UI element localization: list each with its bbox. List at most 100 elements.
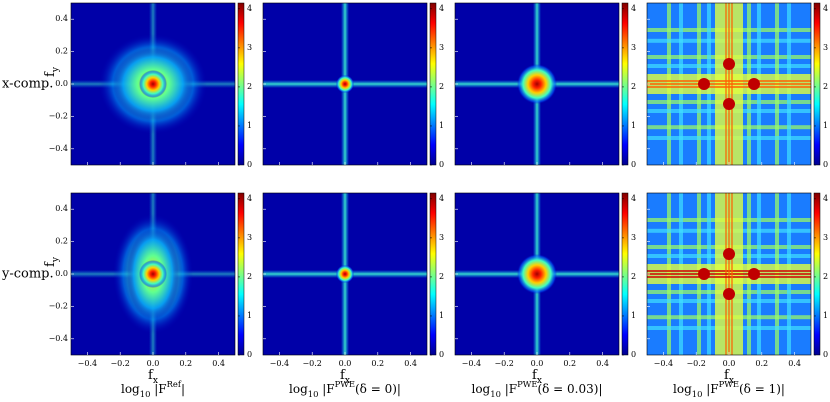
- text-part: (δ = 0)|: [355, 382, 401, 396]
- colorbar-tick-label: 4: [823, 4, 828, 13]
- text-part: (δ = 0.03)|: [537, 382, 602, 396]
- colorbar: [813, 192, 821, 356]
- colorbar-tick-label: 0: [439, 350, 444, 359]
- text-part: |: [181, 382, 185, 396]
- y-tick-label: 0.0: [55, 79, 68, 88]
- colorbar-tick-label: 3: [823, 233, 828, 242]
- y-tick-label: 0.2: [55, 47, 68, 56]
- heatmap: [263, 3, 427, 165]
- hot-spot: [723, 248, 735, 260]
- x-tick-label: 0.2: [755, 359, 768, 368]
- colorbar-tick-label: 2: [439, 82, 444, 91]
- core: [517, 254, 557, 294]
- colorbar-tick-label: 1: [247, 121, 252, 130]
- colorbar-tick-label: 3: [823, 43, 828, 52]
- text-part: log: [471, 382, 490, 396]
- colorbar-tick-label: 2: [823, 272, 828, 281]
- text-part: f: [43, 71, 58, 77]
- text-part: 10: [308, 389, 319, 399]
- text-part: PWE: [517, 379, 537, 389]
- core: [139, 70, 167, 98]
- colorbar: [429, 192, 437, 356]
- colorbar-tick-label: 3: [631, 43, 636, 52]
- x-tick-label: −0.4: [654, 359, 673, 368]
- colorbar: [237, 2, 245, 166]
- colorbar-tick-label: 0: [631, 160, 636, 169]
- text-part: x: [153, 376, 159, 386]
- text-part: f: [148, 368, 154, 383]
- y-axis-label: fy: [43, 66, 61, 77]
- x-tick-label: −0.2: [302, 359, 321, 368]
- colorbar-tick-label: 3: [247, 43, 252, 52]
- y-tick-label: 0.4: [55, 14, 68, 23]
- hot-spot: [723, 288, 735, 300]
- colorbar-tick-label: 3: [247, 233, 252, 242]
- text-part: |F: [318, 382, 334, 396]
- text-part: x: [345, 376, 351, 386]
- hot-spot: [723, 98, 735, 110]
- text-part: y: [51, 256, 61, 263]
- text-part: log: [121, 382, 140, 396]
- heatmap: [647, 3, 811, 165]
- hot-spot: [748, 78, 760, 90]
- text-part: f: [532, 368, 538, 383]
- colorbar-tick-label: 0: [631, 350, 636, 359]
- colorbar-tick-label: 4: [823, 194, 828, 203]
- colorbar-tick-label: 1: [247, 311, 252, 320]
- text-part: y: [51, 66, 61, 73]
- text-part: PWE: [335, 379, 355, 389]
- text-part: |F: [702, 382, 718, 396]
- x-axis-label: fx: [532, 368, 543, 386]
- colorbar: [429, 2, 437, 166]
- y-tick-label: −0.4: [49, 334, 68, 343]
- core: [139, 260, 167, 288]
- x-tick-label: 0.2: [371, 359, 384, 368]
- colorbar: [237, 192, 245, 356]
- heatmap: [263, 193, 427, 355]
- x-tick-label: −0.4: [462, 359, 481, 368]
- colorbar-tick-label: 3: [439, 43, 444, 52]
- colorbar-tick-label: 4: [247, 194, 252, 203]
- heatmap: [71, 193, 235, 355]
- x-tick-label: 0.0: [147, 359, 160, 368]
- text-part: (δ = 1)|: [739, 382, 785, 396]
- y-axis-label: fy: [43, 256, 61, 267]
- x-axis-label: fx: [148, 368, 159, 386]
- text-part: x: [729, 376, 735, 386]
- y-tick-label: 0.4: [55, 204, 68, 213]
- colorbar-tick-label: 1: [631, 121, 636, 130]
- x-tick-label: 0.4: [404, 359, 417, 368]
- x-axis-label: fx: [340, 368, 351, 386]
- text-part: 10: [692, 389, 703, 399]
- text-part: |F: [501, 382, 517, 396]
- column-caption: log10 |FPWE(δ = 0)|: [289, 379, 401, 399]
- heatmap: [455, 193, 619, 355]
- colorbar-tick-label: 1: [439, 121, 444, 130]
- heatmap: [455, 3, 619, 165]
- colorbar-tick-label: 4: [247, 4, 252, 13]
- x-tick-label: 0.4: [212, 359, 225, 368]
- y-tick-label: −0.2: [49, 301, 68, 310]
- colorbar-tick-label: 2: [631, 272, 636, 281]
- colorbar-tick-label: 2: [439, 272, 444, 281]
- heatmap: [71, 3, 235, 165]
- hot-spot: [698, 78, 710, 90]
- column-caption: log10 |FPWE(δ = 1)|: [673, 379, 785, 399]
- colorbar-tick-label: 3: [439, 233, 444, 242]
- text-part: 10: [140, 389, 151, 399]
- colorbar: [813, 2, 821, 166]
- x-axis-label: fx: [724, 368, 735, 386]
- column-caption: log10 |FPWE(δ = 0.03)|: [471, 379, 602, 399]
- core: [336, 265, 354, 283]
- x-tick-label: 0.0: [723, 359, 736, 368]
- text-part: f: [724, 368, 730, 383]
- x-tick-label: 0.0: [339, 359, 352, 368]
- colorbar-tick-label: 1: [631, 311, 636, 320]
- colorbar-tick-label: 0: [247, 350, 252, 359]
- x-tick-label: −0.2: [494, 359, 513, 368]
- colorbar: [621, 2, 629, 166]
- colorbar-tick-label: 3: [631, 233, 636, 242]
- colorbar-tick-label: 1: [439, 311, 444, 320]
- colorbar-tick-label: 4: [631, 194, 636, 203]
